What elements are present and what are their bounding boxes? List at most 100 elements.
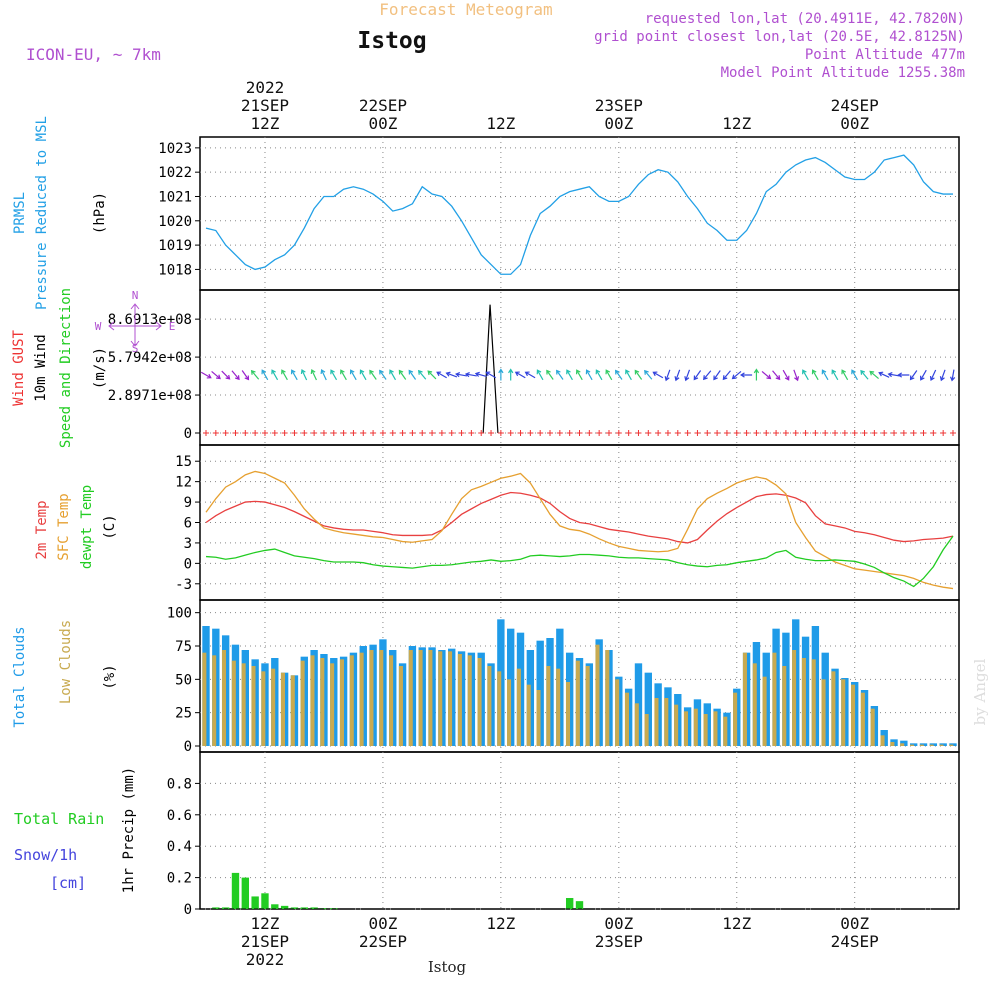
wind-gust-line: [482, 304, 499, 434]
wind-arrow-48: [674, 369, 681, 382]
gust-marker-34: [478, 430, 485, 436]
wind-arrow-30: [498, 368, 504, 381]
total-cloud-bar-74: [929, 743, 938, 746]
bottom-axis-label-5-0: 00Z: [840, 914, 869, 933]
wind-arrow-64: [831, 369, 839, 381]
total-cloud-bar-76: [949, 743, 957, 746]
wind-arrow-70: [887, 371, 900, 378]
gust-marker-57: [704, 430, 711, 436]
wind-arrow-4: [241, 370, 250, 381]
gust-marker-73: [861, 430, 868, 436]
gust-marker-56: [694, 430, 701, 436]
gust-marker-43: [566, 430, 573, 436]
wind-arrow-1: [211, 371, 221, 380]
compass-s: S: [132, 342, 139, 355]
low-cloud-bar-75: [939, 744, 944, 746]
gust-marker-72: [851, 430, 858, 436]
wind-arrow-33: [524, 371, 536, 379]
wind-arrow-74: [929, 369, 937, 381]
wind-arrow-6: [261, 369, 269, 381]
gust-marker-9: [232, 430, 239, 436]
ytick-label-wind-2: 5.7942e+08: [108, 350, 192, 366]
wind-arrow-56: [753, 368, 760, 381]
snow-label: Snow/1h: [14, 846, 77, 864]
top-axis-label-0-0: 2022: [246, 78, 285, 97]
low-cloud-bar-36: [556, 668, 561, 746]
compass-w: W: [95, 320, 102, 333]
ytick-label-temperature-6: 15: [175, 454, 192, 470]
low-cloud-bar-43: [624, 692, 630, 746]
total-cloud-bar-73: [919, 743, 928, 746]
low-cloud-bar-56: [752, 663, 757, 746]
low-cloud-bar-62: [811, 659, 816, 746]
pressure-label-msl: Pressure Reduced to MSL: [34, 116, 50, 310]
wind-unit: (m/s): [92, 347, 108, 389]
wind-arrow-0: [200, 371, 212, 379]
wind-arrow-72: [909, 370, 918, 381]
low-cloud-bar-19: [389, 655, 394, 746]
top-axis-label-0-2: 12Z: [251, 114, 280, 133]
gust-marker-50: [635, 430, 642, 436]
wind-arrow-22: [417, 369, 427, 380]
low-cloud-bar-42: [615, 679, 620, 746]
gust-marker-67: [802, 430, 809, 436]
top-axis-label-2-0: 12Z: [486, 114, 515, 133]
wind-arrow-55: [739, 372, 753, 378]
low-cloud-bar-37: [565, 682, 571, 746]
gust-marker-25: [389, 430, 396, 436]
wind-arrow-42: [615, 369, 623, 380]
low-cloud-bar-20: [398, 666, 403, 746]
wind-arrow-50: [693, 370, 702, 381]
wind-arrow-44: [634, 369, 643, 380]
wind-arrow-2: [221, 370, 231, 380]
gust-marker-81: [940, 430, 947, 436]
precip-panel: [199, 751, 960, 910]
gust-marker-48: [615, 430, 622, 436]
low-cloud-bar-6: [261, 671, 266, 746]
wind-arrow-39: [585, 369, 593, 381]
wind-arrow-8: [281, 369, 288, 381]
gust-marker-27: [409, 430, 416, 436]
gust-marker-31: [448, 430, 455, 436]
wind-arrow-40: [595, 369, 603, 381]
ytick-label-temperature-3: 6: [184, 516, 192, 532]
low-cloud-bar-16: [359, 652, 364, 746]
low-cloud-bar-59: [782, 666, 787, 746]
low-cloud-bar-26: [457, 654, 462, 746]
wind-arrow-11: [310, 369, 317, 381]
top-axis-label-3-0: 23SEP: [595, 96, 643, 115]
wind-arrow-35: [546, 369, 554, 380]
gust-marker-47: [605, 430, 612, 436]
gust-marker-26: [399, 430, 406, 436]
wind-arrow-32: [514, 371, 526, 379]
low-cloud-bar-65: [841, 679, 846, 746]
wind-arrow-20: [398, 369, 407, 380]
rain-bar-7: [280, 905, 289, 909]
low-cloud-bar-25: [448, 651, 453, 746]
pressure-panel: [199, 136, 960, 291]
wind-arrow-58: [772, 370, 781, 381]
low-cloud-bar-64: [831, 671, 836, 746]
gust-marker-82: [950, 430, 956, 436]
ytick-label-pressure-2: 1020: [158, 214, 192, 230]
low-cloud-bar-39: [585, 666, 590, 746]
ytick-label-temperature-0: -3: [175, 577, 192, 593]
bottom-axis-label-1-0: 00Z: [368, 914, 397, 933]
gust-marker-45: [586, 430, 593, 436]
wind-arrow-17: [369, 369, 377, 380]
wind-arrow-65: [841, 369, 849, 381]
low-cloud-bar-46: [654, 698, 659, 746]
low-cloud-bar-66: [851, 684, 856, 746]
bottom-axis-label-0-1: 21SEP: [241, 932, 289, 951]
temp-dewpt-label: dewpt Temp: [79, 485, 95, 569]
gust-marker-32: [458, 430, 465, 436]
gust-marker-7: [212, 430, 219, 436]
gust-marker-15: [291, 430, 298, 436]
wind-arrow-37: [566, 369, 573, 381]
low-cloud-bar-7: [271, 668, 276, 746]
compass-e: E: [169, 320, 176, 333]
gust-marker-76: [891, 430, 898, 436]
low-cloud-bar-35: [546, 666, 551, 746]
